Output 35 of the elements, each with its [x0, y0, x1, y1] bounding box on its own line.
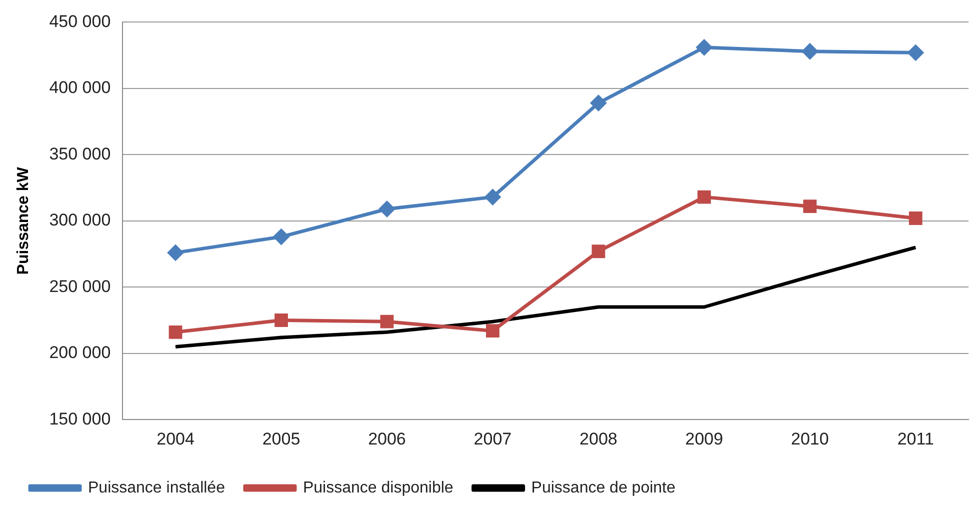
point [908, 44, 924, 60]
legend-label: Puissance de pointe [531, 479, 676, 496]
x-tick-label: 2005 [262, 429, 300, 448]
point [592, 244, 606, 258]
point [697, 190, 711, 204]
y-tick-label: 300 000 [49, 210, 111, 230]
point [274, 314, 288, 327]
x-tick-label: 2010 [790, 429, 829, 448]
x-tick-label: 2006 [368, 429, 406, 448]
y-tick-label: 250 000 [49, 276, 111, 296]
point [168, 325, 182, 339]
point [486, 324, 500, 338]
x-tick-label: 2007 [474, 429, 512, 448]
point [168, 244, 184, 260]
point [274, 229, 289, 245]
x-tick-label: 2008 [580, 429, 618, 448]
y-tick-label: 450 000 [49, 12, 111, 31]
y-tick-label: 350 000 [49, 144, 111, 164]
point [908, 212, 922, 225]
y-tick-label: 150 000 [49, 409, 111, 428]
point [696, 40, 712, 56]
legend-label: Puissance disponible [302, 479, 454, 496]
x-tick-label: 2004 [156, 429, 194, 448]
y-tick-label: 400 000 [49, 78, 111, 98]
y-axis-title: Puissance kW [15, 166, 32, 275]
x-tick-label: 2009 [685, 429, 724, 448]
point [380, 314, 394, 328]
point [590, 95, 606, 111]
legend-label: Puissance installée [88, 479, 226, 496]
point [802, 44, 818, 60]
x-tick-label: 2011 [897, 429, 934, 448]
y-tick-label: 200 000 [49, 343, 111, 362]
point [803, 200, 817, 214]
point [484, 189, 500, 205]
point [379, 201, 395, 217]
